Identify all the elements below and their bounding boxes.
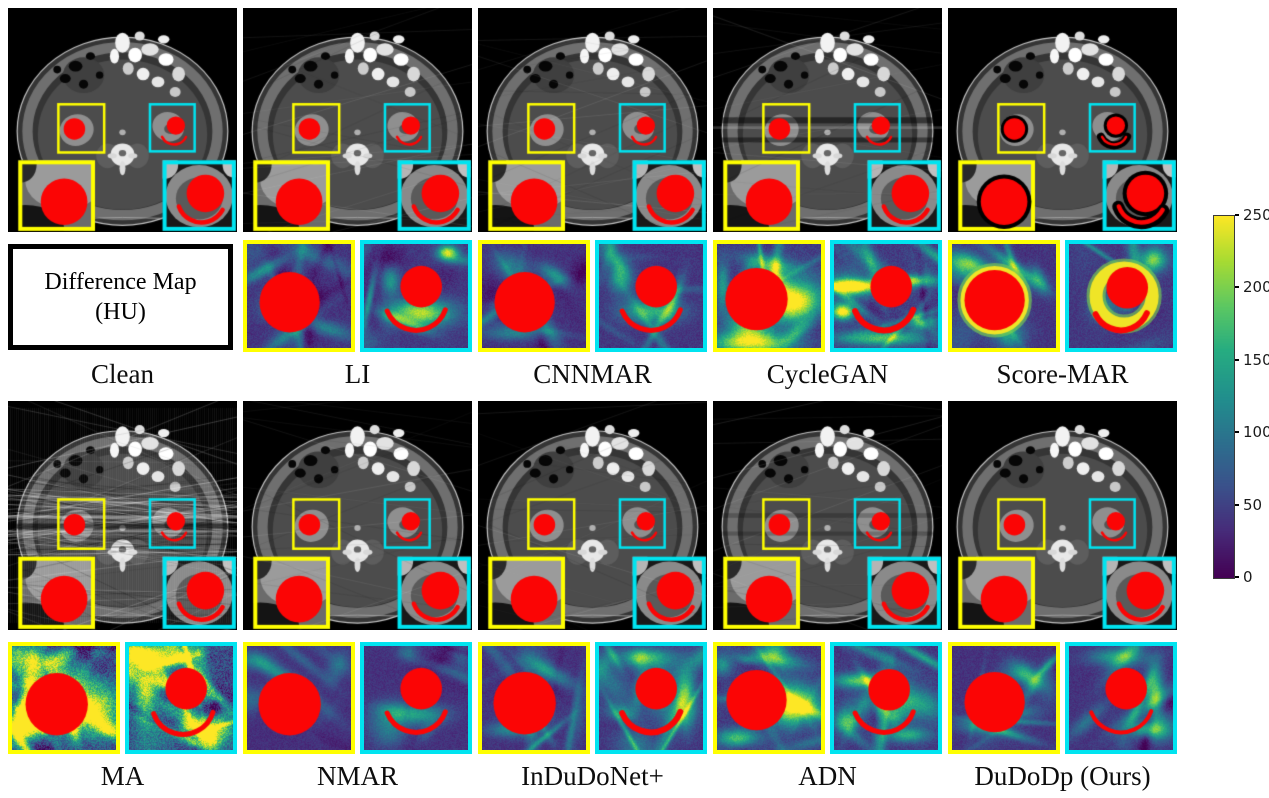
- ct-image-li: [243, 8, 472, 232]
- diff-map-li-yellow-canvas: [247, 244, 351, 348]
- diff-map-dudodp-cyan-canvas: [1069, 646, 1173, 750]
- diff-map-nmar-yellow: [243, 642, 355, 754]
- diff-map-cyclegan-cyan-canvas: [834, 244, 938, 348]
- tick-mark: [1235, 286, 1239, 288]
- ct-image-clean: [8, 8, 237, 232]
- diff-map-indudonet-cyan: [595, 642, 707, 754]
- method-label-cyclegan: CycleGAN: [766, 359, 889, 389]
- diff-map-cnnmar-yellow-canvas: [482, 244, 586, 348]
- diff-map-adn-cyan-canvas: [834, 646, 938, 750]
- diff-map-li-yellow: [243, 240, 355, 352]
- diff-map-adn-yellow: [713, 642, 825, 754]
- diff-map-nmar-cyan: [360, 642, 472, 754]
- method-label-ma: MA: [100, 761, 145, 791]
- diff-map-ma-yellow-canvas: [12, 646, 116, 750]
- tick-mark: [1235, 504, 1239, 506]
- diff-map-ma-yellow: [8, 642, 120, 754]
- diff-map-dudodp-yellow-canvas: [952, 646, 1056, 750]
- ct-image-cnnmar: [478, 8, 707, 232]
- ct-image-ma: [8, 401, 237, 630]
- difference-map-label-line1: Difference Map: [44, 269, 197, 295]
- diff-map-indudonet-cyan-canvas: [599, 646, 703, 750]
- diff-map-scoremar-cyan: [1065, 240, 1177, 352]
- method-label-indudonet: InDuDoNet+: [521, 761, 664, 791]
- tick-mark: [1235, 431, 1239, 433]
- diff-map-cnnmar-cyan-canvas: [599, 244, 703, 348]
- tick-mark: [1235, 576, 1239, 578]
- method-label-scoremar: Score-MAR: [996, 359, 1129, 389]
- method-label-nmar: NMAR: [316, 761, 398, 791]
- method-label-adn: ADN: [798, 761, 857, 791]
- diff-map-cyclegan-cyan: [830, 240, 942, 352]
- ct-image-adn: [713, 401, 942, 630]
- method-label-clean: Clean: [91, 359, 154, 389]
- diff-map-li-cyan-canvas: [364, 244, 468, 348]
- diff-map-nmar-cyan-canvas: [364, 646, 468, 750]
- ct-image-scoremar: [948, 8, 1177, 232]
- diff-map-cnnmar-yellow: [478, 240, 590, 352]
- diff-map-nmar-yellow-canvas: [247, 646, 351, 750]
- diff-map-cyclegan-yellow-canvas: [717, 244, 821, 348]
- colorbar-gradient: [1213, 215, 1235, 579]
- ct-image-dudodp: [948, 401, 1177, 630]
- method-label-cnnmar: CNNMAR: [533, 359, 652, 389]
- diff-map-scoremar-yellow: [948, 240, 1060, 352]
- diff-map-scoremar-cyan-canvas: [1069, 244, 1173, 348]
- diff-map-ma-cyan-canvas: [129, 646, 233, 750]
- tick-mark: [1235, 359, 1239, 361]
- ct-image-indudonet: [478, 401, 707, 630]
- difference-map-label-box: Difference Map (HU): [8, 244, 233, 350]
- difference-map-label-line2: (HU): [95, 299, 146, 325]
- diff-map-ma-cyan: [125, 642, 237, 754]
- diff-map-dudodp-cyan: [1065, 642, 1177, 754]
- diff-map-indudonet-yellow: [478, 642, 590, 754]
- diff-map-cnnmar-cyan: [595, 240, 707, 352]
- diff-map-dudodp-yellow: [948, 642, 1060, 754]
- method-label-li: LI: [344, 359, 371, 389]
- diff-map-scoremar-yellow-canvas: [952, 244, 1056, 348]
- diff-map-li-cyan: [360, 240, 472, 352]
- diff-map-cyclegan-yellow: [713, 240, 825, 352]
- diff-map-adn-yellow-canvas: [717, 646, 821, 750]
- method-label-dudodp: DuDoDp (Ours): [974, 761, 1151, 791]
- diff-map-indudonet-yellow-canvas: [482, 646, 586, 750]
- ct-image-nmar: [243, 401, 472, 630]
- ct-image-cyclegan: [713, 8, 942, 232]
- tick-mark: [1235, 214, 1239, 216]
- diff-map-adn-cyan: [830, 642, 942, 754]
